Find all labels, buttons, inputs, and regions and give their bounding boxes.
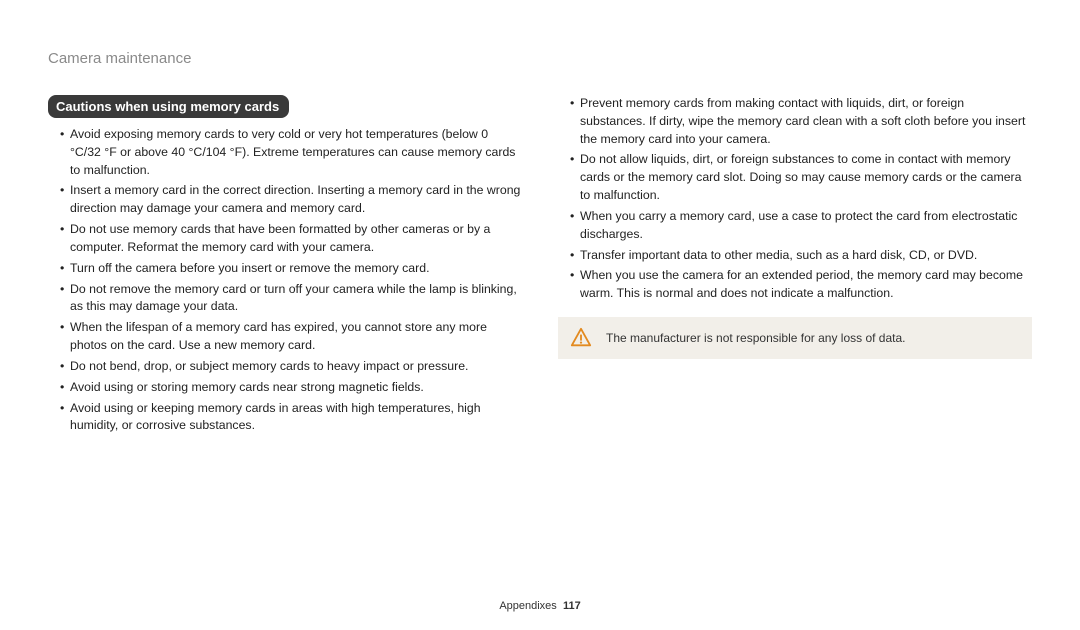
content-columns: Cautions when using memory cards Avoid e… [48, 95, 1032, 438]
list-item: Do not bend, drop, or subject memory car… [60, 358, 522, 376]
page-header: Camera maintenance [48, 50, 1032, 67]
note-text: The manufacturer is not responsible for … [606, 331, 906, 345]
list-item: Avoid using or keeping memory cards in a… [60, 400, 522, 436]
warning-icon [570, 327, 592, 349]
page-number: 117 [563, 600, 581, 612]
list-item: When the lifespan of a memory card has e… [60, 319, 522, 355]
list-item: When you use the camera for an extended … [570, 267, 1032, 303]
left-bullet-list: Avoid exposing memory cards to very cold… [48, 126, 522, 435]
left-column: Cautions when using memory cards Avoid e… [48, 95, 522, 438]
right-bullet-list: Prevent memory cards from making contact… [558, 95, 1032, 303]
page: Camera maintenance Cautions when using m… [0, 0, 1080, 630]
list-item: Do not remove the memory card or turn of… [60, 281, 522, 317]
list-item: Do not allow liquids, dirt, or foreign s… [570, 151, 1032, 204]
list-item: Transfer important data to other media, … [570, 247, 1032, 265]
list-item: Avoid using or storing memory cards near… [60, 379, 522, 397]
right-column: Prevent memory cards from making contact… [558, 95, 1032, 438]
footer-section: Appendixes [499, 600, 557, 612]
list-item: When you carry a memory card, use a case… [570, 208, 1032, 244]
list-item: Do not use memory cards that have been f… [60, 221, 522, 257]
list-item: Prevent memory cards from making contact… [570, 95, 1032, 148]
list-item: Avoid exposing memory cards to very cold… [60, 126, 522, 179]
list-item: Insert a memory card in the correct dire… [60, 182, 522, 218]
page-footer: Appendixes 117 [0, 600, 1080, 612]
note-box: The manufacturer is not responsible for … [558, 317, 1032, 359]
list-item: Turn off the camera before you insert or… [60, 260, 522, 278]
section-heading: Cautions when using memory cards [48, 95, 289, 118]
